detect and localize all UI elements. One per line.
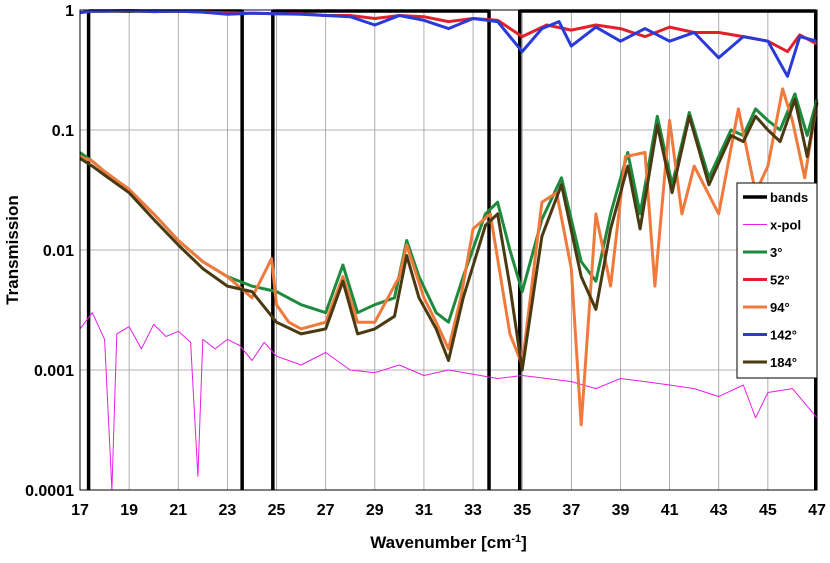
x-axis-label: Wavenumber [cm-1] (370, 533, 527, 552)
legend-label: bands (770, 190, 808, 205)
x-tick-label: 29 (366, 502, 384, 519)
series-line-x-pol (79, 312, 818, 491)
x-tick-label: 45 (759, 502, 777, 519)
legend-label: 94° (770, 300, 790, 315)
x-tick-label: 47 (808, 502, 826, 519)
x-tick-label: 41 (661, 502, 679, 519)
x-tick-label: 25 (268, 502, 286, 519)
legend-label: 52° (770, 273, 790, 288)
x-tick-label: 37 (562, 502, 580, 519)
x-tick-labels: 17 19 21 23 25 27 29 31 33 35 37 39 41 43 45 47 (71, 502, 826, 519)
x-tick-label: 23 (219, 502, 237, 519)
y-tick-labels: 1 0.1 0.01 0.001 0.0001 (25, 3, 74, 500)
x-tick-label: 43 (710, 502, 728, 519)
y-axis-label: Transmission (3, 195, 22, 305)
series-line-3deg (79, 92, 819, 324)
legend-label: 184° (770, 355, 797, 370)
y-tick-label: 0.001 (34, 363, 74, 380)
x-tick-label: 21 (169, 502, 187, 519)
y-tick-label: 0.1 (52, 123, 74, 140)
y-tick-label: 0.01 (43, 243, 74, 260)
x-tick-label: 17 (71, 502, 89, 519)
x-axis-label-end: ] (521, 533, 527, 552)
x-tick-label: 19 (120, 502, 138, 519)
legend-label: 142° (770, 328, 797, 343)
x-tick-label: 35 (513, 502, 531, 519)
y-tick-label: 0.0001 (25, 483, 74, 500)
legend-label: 3° (770, 245, 782, 260)
legend-label: x-pol (770, 218, 801, 233)
y-tick-label: 1 (65, 3, 74, 20)
x-axis-label-main: Wavenumber [cm (370, 533, 511, 552)
x-tick-label: 39 (612, 502, 630, 519)
series-line-184deg (79, 97, 819, 372)
x-tick-label: 33 (464, 502, 482, 519)
x-tick-label: 27 (317, 502, 335, 519)
series-lines (79, 9, 819, 491)
x-tick-label: 31 (415, 502, 433, 519)
legend: bands x-pol 3° 52° 94° 142° 184° (736, 182, 818, 379)
series-line-142deg (79, 9, 818, 78)
x-axis-label-sup: -1 (511, 533, 521, 545)
